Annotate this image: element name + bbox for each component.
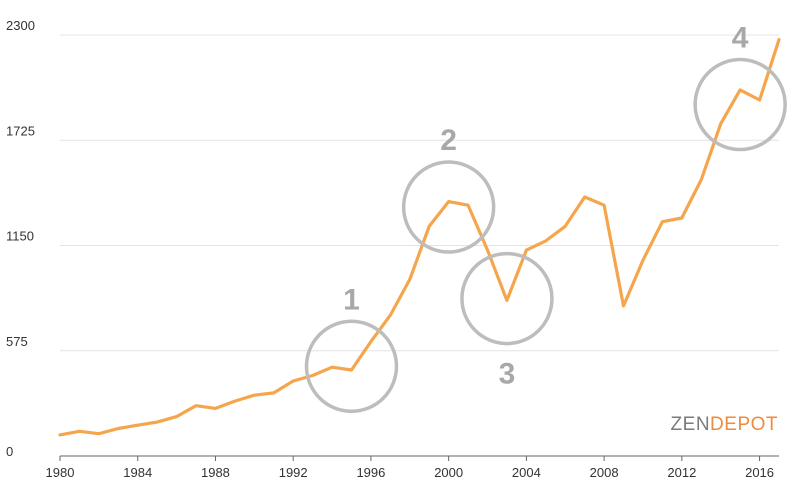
logo-depot-text: DEPOT (710, 414, 778, 435)
logo-zen-text: ZEN (671, 414, 711, 435)
annotation-label-1: 1 (343, 283, 360, 316)
series (58, 38, 781, 437)
annotation-label-3: 3 (499, 358, 516, 391)
y-tick-label: 1150 (6, 229, 34, 244)
annotation-circle-2 (401, 160, 496, 254)
y-tick-label: 0 (6, 444, 13, 459)
annotation-circle-3 (460, 251, 554, 346)
x-tick-label: 1980 (46, 465, 75, 480)
x-tick-label: 2016 (745, 465, 774, 480)
x-tick-label: 2012 (667, 465, 696, 480)
zendepot-logo: ZENDEPOT (671, 414, 778, 435)
y-axis-ticks: 0 575 1150 1725 2300 (6, 18, 35, 459)
annotations: 1 2 3 4 (304, 22, 787, 414)
x-tick-label: 1984 (123, 465, 152, 480)
gridlines (60, 34, 779, 352)
y-tick-label: 2300 (6, 18, 35, 33)
annotation-circle-1 (304, 319, 399, 414)
annotation-circle-4 (693, 57, 787, 152)
y-tick-label: 575 (6, 334, 28, 349)
x-tick-label: 1988 (201, 465, 230, 480)
annotation-label-4: 4 (732, 22, 749, 55)
x-tick-label: 2004 (512, 465, 541, 480)
x-tick-label: 1996 (356, 465, 385, 480)
series-line-0 (58, 38, 781, 437)
x-tick-label: 2008 (590, 465, 619, 480)
y-tick-label: 1725 (6, 123, 35, 138)
x-axis-ticks: 1980 1984 1988 1992 1996 2000 2004 2008 2012 2016 (46, 456, 774, 480)
x-tick-label: 1992 (279, 465, 308, 480)
x-tick-label: 2000 (434, 465, 463, 480)
annotation-label-2: 2 (440, 124, 457, 157)
